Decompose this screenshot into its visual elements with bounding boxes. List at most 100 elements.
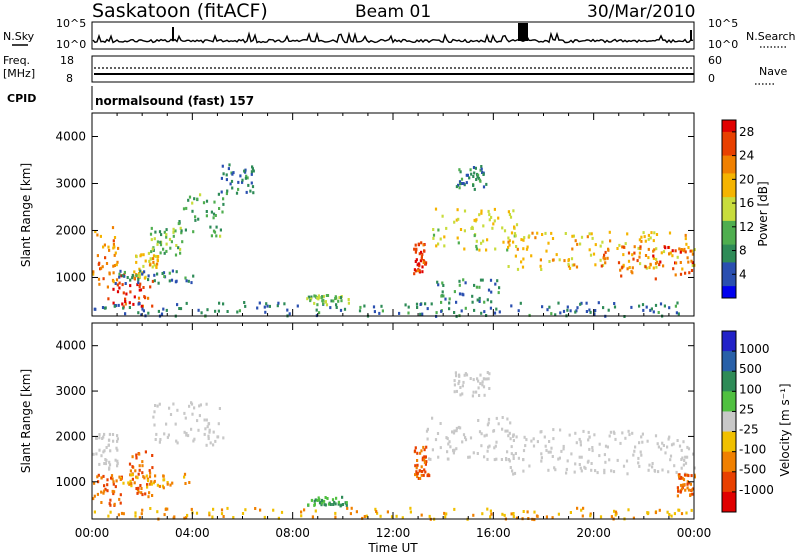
data-cell [252,169,255,173]
data-cell [638,251,641,255]
data-cell [477,379,480,383]
data-cell [557,512,560,516]
data-cell [483,377,486,381]
data-cell [508,243,511,247]
data-cell [528,234,531,238]
nsky-tick-top: 10^5 [56,17,86,30]
data-cell [513,471,517,475]
data-cell [156,404,159,408]
data-cell [345,501,348,505]
data-cell [316,296,319,300]
data-cell [489,306,492,310]
data-cell [320,503,323,507]
data-cell [610,515,613,519]
data-cell [145,474,148,478]
data-cell [676,486,679,490]
data-cell [506,450,509,454]
data-cell [569,309,572,313]
data-cell [482,239,485,243]
data-cell [522,449,526,453]
data-cell [574,239,577,243]
data-cell [634,445,637,449]
data-cell [626,472,629,476]
data-cell [135,255,138,259]
data-cell [650,307,653,311]
data-cell [657,311,660,314]
data-cell [423,249,426,253]
data-cell [148,491,151,495]
data-cell [457,382,460,386]
data-cell [587,430,590,434]
data-cell [153,423,156,427]
data-cell [220,512,224,516]
data-cell [333,500,336,504]
data-cell [309,299,312,303]
data-cell [439,446,442,450]
data-cell [575,441,578,445]
data-cell [520,238,523,242]
data-cell [222,202,225,206]
data-cell [419,477,422,480]
data-cell [231,172,234,176]
data-cell [461,392,464,396]
data-cell [350,506,353,510]
data-cell [157,309,160,313]
data-cell [509,215,513,219]
data-cell [276,304,279,308]
data-cell [485,433,488,437]
data-cell [480,432,483,436]
data-cell [494,444,497,448]
data-cell [162,247,165,251]
data-cell [684,455,687,459]
data-cell [669,454,673,458]
data-cell [653,469,657,473]
data-cell [215,234,218,238]
data-cell [345,503,348,507]
data-cell [314,294,317,298]
data-cell [459,386,462,389]
data-cell [460,309,463,313]
data-cell [147,479,150,483]
data-cell [436,432,440,435]
data-cell [211,515,214,519]
data-cell [199,193,202,197]
data-cell [407,311,410,315]
data-cell [550,446,553,450]
data-cell [548,440,551,443]
data-cell [102,474,105,478]
data-cell [337,500,340,504]
data-cell [363,304,366,308]
data-cell [509,421,512,425]
colorbar-tick-label: 25 [739,402,754,416]
data-cell [508,239,511,243]
data-cell [478,248,481,252]
data-cell [163,275,166,278]
data-cell [453,220,456,224]
data-cell [121,283,124,287]
colorbar-tick-label: 28 [739,125,754,139]
data-cell [166,482,169,486]
data-cell [580,455,583,459]
data-cell [347,301,350,305]
data-cell [637,461,640,465]
data-cell [469,377,472,380]
data-cell [176,408,179,412]
data-cell [642,231,645,235]
data-cell [222,515,225,518]
data-cell [144,450,147,454]
data-cell [604,261,607,265]
data-cell [126,276,129,279]
data-cell [134,511,137,515]
data-cell [418,469,421,473]
data-cell [486,423,489,427]
data-cell [107,245,110,249]
data-cell [692,487,695,491]
data-cell [420,473,423,477]
data-cell [183,472,187,476]
data-cell [512,240,515,244]
data-cell [572,234,575,238]
data-cell [363,515,366,518]
data-cell [415,466,418,470]
